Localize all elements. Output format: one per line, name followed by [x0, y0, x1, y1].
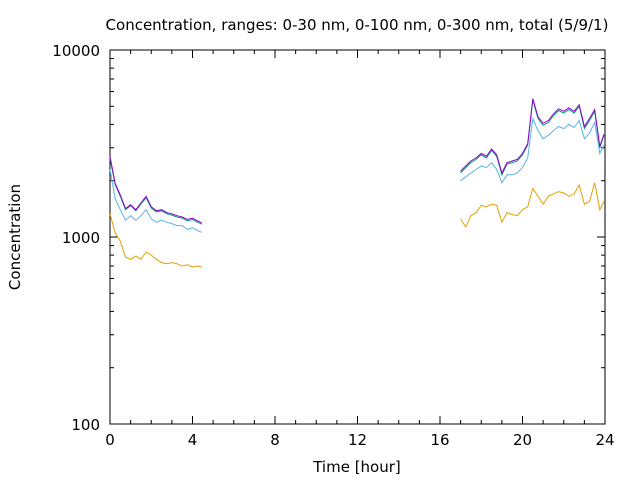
x-tick-label: 12	[348, 431, 367, 449]
series-line-2-segment-1	[109, 169, 202, 233]
series-line-3-segment-1	[109, 157, 203, 225]
x-tick-label: 0	[105, 431, 115, 449]
axis-ticks: 0 4 8 12 16 20 24 100 1000 10000	[52, 42, 614, 449]
series-line-3-segment-2	[460, 99, 605, 177]
y-tick-label: 1000	[62, 229, 100, 247]
x-tick-label: 24	[595, 431, 614, 449]
series-line-1-segment-1	[109, 213, 202, 268]
series-line-2-segment-2	[460, 116, 605, 184]
series-group	[109, 98, 605, 268]
x-axis-label: Time [hour]	[312, 458, 401, 476]
x-tick-label: 8	[270, 431, 280, 449]
y-axis-label: Concentration	[6, 184, 24, 290]
series-line-1-segment-2	[460, 182, 605, 229]
x-tick-label: 20	[513, 431, 532, 449]
y-tick-label: 10000	[52, 42, 100, 60]
x-tick-label: 16	[430, 431, 449, 449]
chart-title: Concentration, ranges: 0-30 nm, 0-100 nm…	[106, 16, 609, 34]
series-line-4-segment-1	[109, 156, 203, 224]
x-tick-label: 4	[188, 431, 198, 449]
series-line-4-segment-2	[460, 98, 605, 175]
y-tick-label: 100	[71, 416, 100, 434]
plot-frame	[109, 49, 606, 425]
